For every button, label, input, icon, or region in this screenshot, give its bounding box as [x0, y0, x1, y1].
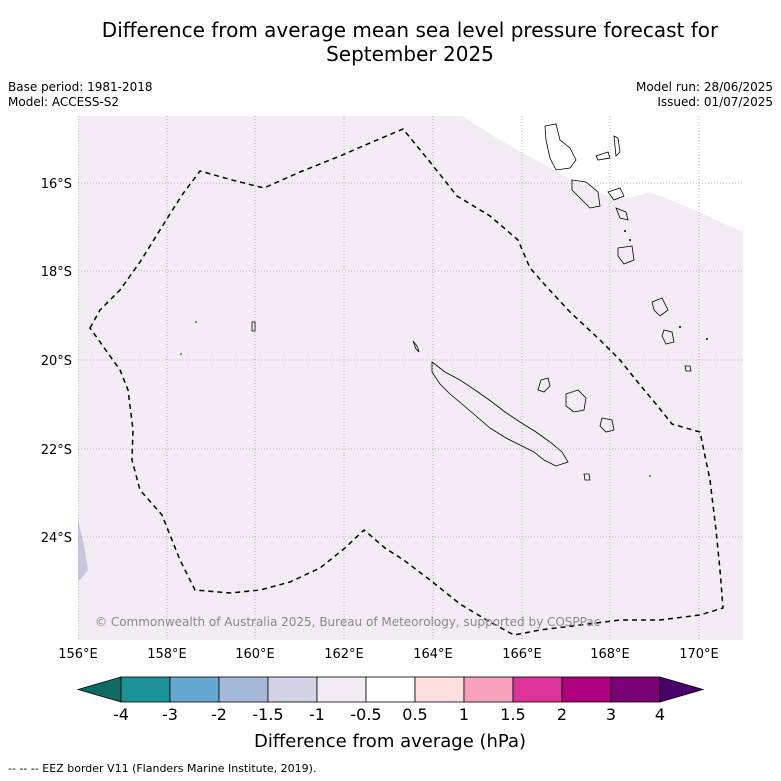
colorbar-tick-label: 1: [459, 705, 469, 724]
colorbar-swatch: [512, 676, 563, 703]
colorbar-swatch: [610, 676, 661, 703]
lon-label: 166°E: [502, 647, 542, 662]
aneityum-island: [684, 365, 692, 372]
meta-left: Base period: 1981-2018 Model: ACCESS-S2: [8, 80, 153, 110]
mare-island: [599, 417, 615, 433]
colorbar-tick-label: 4: [655, 705, 665, 724]
lat-label: 20°S: [41, 354, 72, 369]
reef-islet: [649, 475, 651, 477]
tanna-island: [661, 329, 675, 345]
isle-of-pines: [583, 473, 591, 481]
colorbar-tick-label: -4: [113, 705, 129, 724]
lat-label: 18°S: [41, 265, 72, 280]
model-run: Model run: 28/06/2025: [635, 80, 773, 94]
map-title-line1: Difference from average mean sea level p…: [101, 18, 719, 42]
near-normal-region: [462, 116, 743, 232]
colorbar: -4 -3 -2 -1.5 -1 -0.5 0.5 1 1.5 2 3 4: [76, 676, 705, 724]
base-period: Base period: 1981-2018: [8, 80, 153, 94]
colorbar-tick-label: 1.5: [500, 705, 525, 724]
lat-label: 22°S: [41, 443, 72, 458]
eez-footnote: -- -- -- EEZ border V11 (Flanders Marine…: [8, 762, 317, 775]
belep-islands: [412, 340, 420, 353]
colorbar-swatch: [414, 676, 465, 703]
issued-date: Issued: 01/07/2025: [657, 95, 773, 109]
reef-islet: [195, 321, 197, 323]
pressure-anomaly-field: [78, 116, 743, 640]
lat-label: 16°S: [41, 177, 72, 192]
lon-label: 156°E: [58, 647, 98, 662]
colorbar-swatch: [463, 676, 514, 703]
map-title-line2: September 2025: [326, 42, 494, 66]
colorbar-tick-label: 3: [606, 705, 616, 724]
lon-label: 170°E: [679, 647, 719, 662]
model-name: Model: ACCESS-S2: [8, 95, 120, 109]
reef-islet: [624, 230, 626, 232]
epi-island: [615, 207, 629, 221]
reef-islet: [629, 239, 631, 241]
malekula-island: [571, 179, 601, 209]
maewo-island: [595, 151, 611, 161]
ambrym-island: [607, 187, 625, 201]
latitude-labels: 16°S 18°S 20°S 22°S 24°S: [41, 177, 72, 546]
colorbar-tick-label: -2: [211, 705, 227, 724]
negative-anomaly-patch: [78, 520, 88, 580]
colorbar-tick-label: -0.5: [350, 705, 381, 724]
efate-island: [617, 245, 635, 265]
colorbar-swatch: [561, 676, 612, 703]
pentecost-island: [613, 135, 621, 157]
colorbar-swatch: [169, 676, 220, 703]
colorbar-tick-label: -3: [162, 705, 178, 724]
colorbar-tick-label: -1.5: [252, 705, 283, 724]
lifou-island: [565, 389, 587, 413]
reef-islet: [679, 326, 681, 328]
longitude-labels: 156°E 158°E 160°E 162°E 164°E 166°E 168°…: [58, 647, 719, 662]
lon-label: 168°E: [590, 647, 630, 662]
colorbar-swatch: [267, 676, 318, 703]
colorbar-swatch: [218, 676, 269, 703]
colorbar-swatch: [120, 676, 171, 703]
lon-label: 164°E: [413, 647, 453, 662]
reef-islet: [180, 353, 182, 355]
colorbar-swatch: [316, 676, 367, 703]
colorbar-tick-label: 0.5: [402, 705, 427, 724]
new-caledonia-island: [431, 361, 569, 467]
copyright-notice: © Commonwealth of Australia 2025, Bureau…: [95, 615, 600, 629]
erromango-island: [651, 297, 669, 317]
colorbar-tick-label: -1: [309, 705, 325, 724]
lat-label: 24°S: [41, 531, 72, 546]
graticule: [78, 116, 743, 640]
lon-label: 160°E: [235, 647, 275, 662]
reef-islet: [706, 338, 708, 340]
lon-label: 158°E: [147, 647, 187, 662]
colorbar-extend-low: [76, 676, 122, 703]
colorbar-tick-label: 2: [557, 705, 567, 724]
colorbar-label: Difference from average (hPa): [254, 731, 526, 752]
espiritu-santo-island: [544, 123, 577, 171]
map-area: © Commonwealth of Australia 2025, Bureau…: [78, 116, 743, 640]
meta-right: Model run: 28/06/2025 Issued: 01/07/2025: [636, 80, 773, 110]
colorbar-extend-high: [659, 676, 705, 703]
lon-label: 162°E: [324, 647, 364, 662]
map-title: Difference from average mean sea level p…: [40, 18, 780, 66]
ouvea-island: [537, 377, 551, 393]
chesterfield-islands: [251, 321, 256, 332]
colorbar-swatch: [365, 676, 416, 703]
